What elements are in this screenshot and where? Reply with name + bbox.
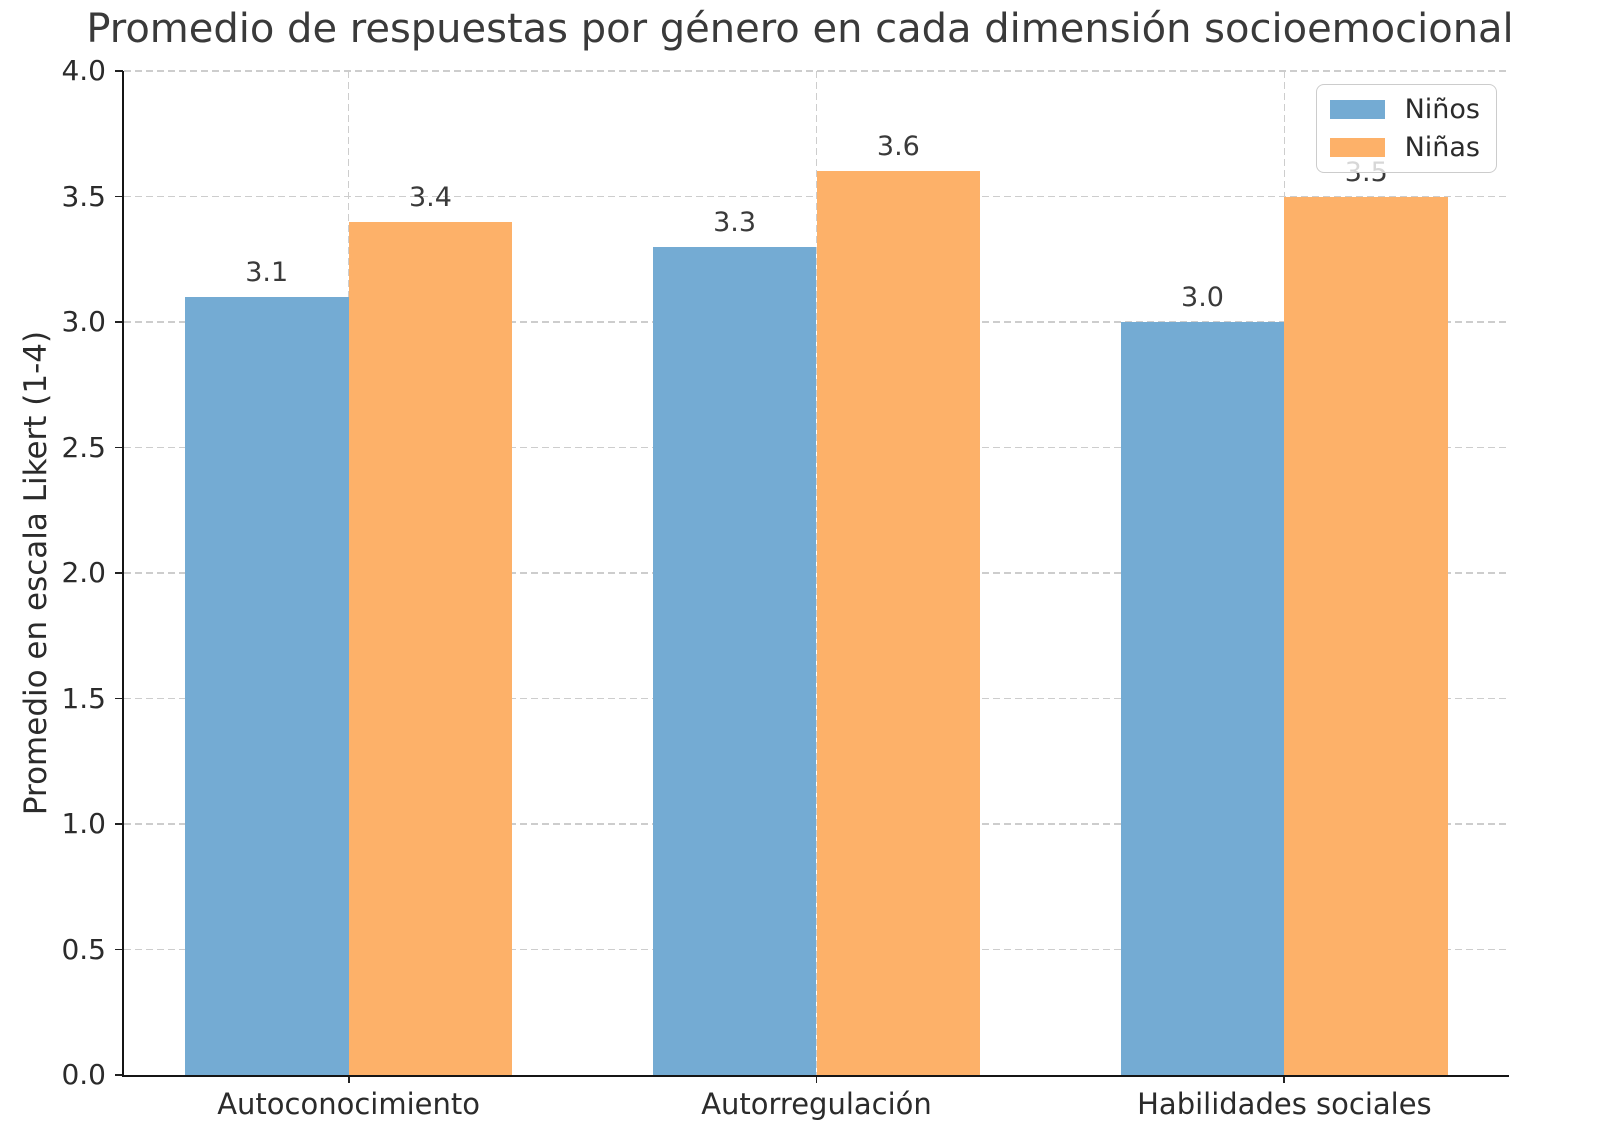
bar-ninas-autorregulacion: [816, 171, 981, 1075]
legend-swatch-ninos: [1329, 100, 1385, 119]
legend-item-ninos: Niños: [1329, 94, 1480, 125]
legend: Niños Niñas: [1315, 84, 1497, 173]
y-tick-label: 1.5: [61, 681, 106, 715]
legend-swatch-ninas: [1329, 138, 1385, 157]
v-gridline: [347, 71, 350, 1075]
y-tick-label: 0.5: [61, 932, 106, 966]
y-tick: [115, 697, 123, 700]
bar-value-label: 3.0: [1181, 282, 1224, 313]
bar-ninos-autorregulacion: [652, 246, 817, 1075]
y-tick-label: 4.0: [61, 54, 106, 87]
x-tick: [347, 1075, 350, 1083]
legend-label-ninas: Niñas: [1404, 132, 1480, 163]
y-tick: [115, 195, 123, 198]
y-tick: [115, 1074, 123, 1076]
y-tick: [115, 321, 123, 323]
bar-value-label: 3.1: [245, 256, 289, 288]
legend-item-ninas: Niñas: [1329, 132, 1480, 163]
y-tick-label: 3.0: [61, 305, 106, 338]
y-tick-label: 2.5: [61, 430, 106, 464]
v-gridline: [815, 71, 818, 1075]
bar-value-label: 3.3: [713, 206, 757, 238]
legend-label-ninos: Niños: [1404, 94, 1480, 125]
bar-ninos-autoconocimiento: [184, 296, 349, 1075]
x-tick-label-autoconocimiento: Autoconocimiento: [217, 1087, 480, 1121]
bar-ninas-autoconocimiento: [348, 221, 513, 1075]
bar-ninas-habilidades-sociales: [1284, 196, 1449, 1075]
bar-value-label: 3.4: [408, 181, 452, 213]
y-tick: [115, 446, 123, 449]
x-tick-label-habilidades-sociales: Habilidades sociales: [1137, 1087, 1432, 1121]
plot-area: Niños Niñas 0.0 0.5 1.0 1.5 2.0 2.5 3.0 3.5 4.0 Au…: [61, 54, 1509, 1121]
y-tick: [115, 823, 123, 825]
bar-ninos-habilidades-sociales: [1120, 322, 1285, 1075]
y-axis-spine: [122, 71, 125, 1078]
y-tick-label: 2.0: [61, 556, 106, 589]
x-tick: [1283, 1075, 1286, 1083]
bar-value-label: 3.6: [876, 131, 920, 163]
y-tick: [115, 948, 123, 951]
y-tick-label: 1.0: [61, 807, 106, 840]
y-tick-label: 3.5: [61, 179, 106, 213]
x-tick-label-autorregulacion: Autorregulación: [701, 1087, 932, 1121]
x-axis-spine: [122, 1075, 1509, 1078]
y-tick: [115, 70, 123, 72]
x-tick: [815, 1075, 818, 1083]
chart-title: Promedio de respuestas por género en cad…: [86, 6, 1514, 52]
y-tick: [115, 572, 123, 574]
y-tick-label: 0.0: [61, 1058, 106, 1091]
